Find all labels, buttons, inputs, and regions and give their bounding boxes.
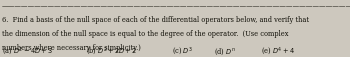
Text: 6.  Find a basis of the null space of each of the differential operators below, : 6. Find a basis of the null space of eac…: [2, 16, 309, 24]
Text: (a) $D^2-4D+3$: (a) $D^2-4D+3$: [2, 45, 53, 56]
Text: (b) $D^2+2D+2$: (b) $D^2+2D+2$: [86, 45, 137, 56]
Text: (d) $D^n$: (d) $D^n$: [214, 46, 235, 56]
Text: (e) $D^4+4$: (e) $D^4+4$: [261, 45, 295, 56]
Text: (c) $D^3$: (c) $D^3$: [172, 45, 193, 56]
Text: ———————————————————————————————————————————————————————: ————————————————————————————————————————…: [2, 2, 350, 10]
Text: the dimension of the null space is equal to the degree of the operator.  (Use co: the dimension of the null space is equal…: [2, 30, 288, 38]
Text: numbers where necessary for simplicity.): numbers where necessary for simplicity.): [2, 43, 141, 51]
